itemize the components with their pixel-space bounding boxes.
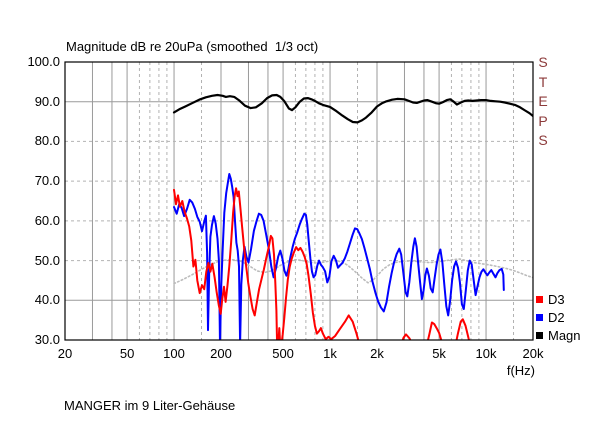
legend-item-d2: D2 [536,308,581,326]
x-axis-tick-labels: 20 50 100 200 500 1k 2k 5k 10k 20k [0,346,600,362]
legend-label: D2 [548,309,565,325]
y-tick-30.0: 30.0 [34,332,60,347]
y-tick-90.0: 90.0 [34,93,60,109]
curve-magn [172,93,533,124]
watermark-letter: E [538,93,548,109]
curve-d3 [173,187,470,340]
x-tick-5k: 5k [432,346,446,361]
y-tick-70.0: 70.0 [34,173,60,189]
x-tick-1k: 1k [323,346,337,361]
legend-item-magn: Magn [536,326,581,344]
x-tick-20: 20 [57,346,73,361]
legend-label: Magn [548,327,581,343]
watermark-letter: T [538,73,548,90]
y-tick-100.0: 100.0 [27,54,60,69]
y-tick-40.0: 40.0 [34,292,60,308]
watermark-letter: S [538,54,548,70]
steps-watermark: S T E P S [537,53,549,151]
magn-color-swatch [536,331,543,339]
d3-color-swatch [536,295,543,303]
x-axis-unit-label: f(Hz) [506,363,535,378]
watermark-letter: S [538,132,548,148]
curve-d2 [173,173,505,340]
curves [172,93,533,340]
legend-label: D3 [548,291,565,307]
d2-color-swatch [536,313,543,321]
curve-noise-floor [173,258,533,285]
measurement-caption: MANGER im 9 Liter-Gehäuse [64,398,236,413]
x-tick-2k: 2k [370,346,384,361]
x-tick-500: 500 [272,346,294,361]
x-tick-100: 100 [163,346,185,361]
legend: D3 D2 Magn [536,290,581,344]
y-axis-tick-labels: 100.0 90.0 80.0 70.0 60.0 50.0 40.0 30.0 [0,0,60,421]
y-tick-60.0: 60.0 [34,212,60,228]
x-tick-50: 50 [119,346,135,361]
chart-title: Magnitude dB re 20uPa (smoothed 1/3 oct) [66,39,319,54]
y-tick-80.0: 80.0 [34,133,60,149]
watermark-letter: P [538,112,548,129]
legend-item-d3: D3 [536,290,581,308]
x-tick-20k: 20k [522,346,544,361]
y-tick-50.0: 50.0 [34,252,60,268]
x-tick-10k: 10k [475,346,497,361]
x-tick-200: 200 [210,346,232,361]
